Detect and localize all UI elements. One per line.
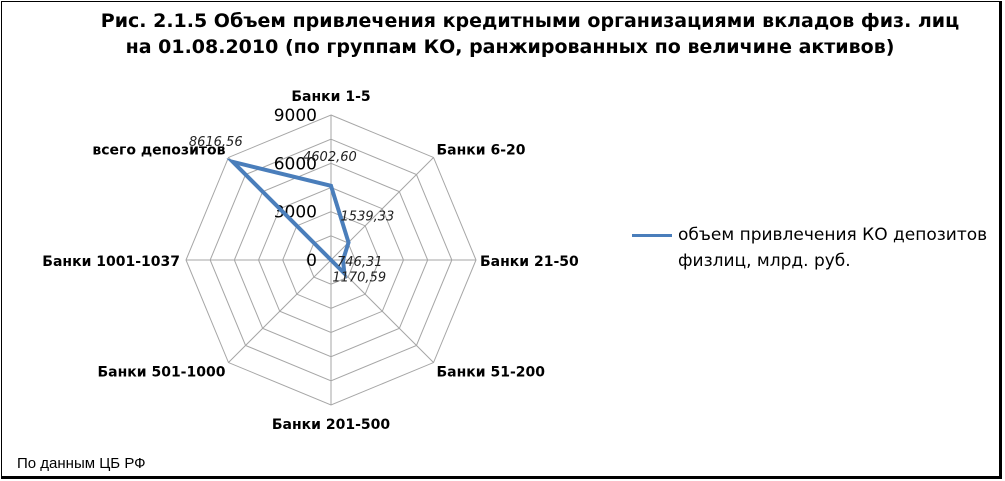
data-label: 8616,56 [189,135,243,150]
axis-tick-label: 9000 [274,106,317,126]
chart-title-line-2: на 01.08.2010 (по группам КО, ранжирован… [125,36,895,58]
source-note: По данным ЦБ РФ [17,455,146,472]
category-label: Банки 501-1000 [97,365,225,381]
axis-tick-label: 0 [306,251,317,271]
data-label: 746,31 [337,255,383,270]
category-label: Банки 51-200 [437,365,546,381]
grid-spoke-4 [330,259,434,363]
category-label: всего депозитов [92,142,225,158]
chart-title-line-1: Рис. 2.1.5 Объем привлечения кредитными … [100,10,960,32]
category-label: Банки 1001-1037 [42,254,180,270]
legend-series-swatch [632,234,672,237]
axis-tick-label: 3000 [274,203,317,223]
category-label: Банки 21-50 [480,254,579,270]
data-label: 4602,60 [303,150,357,165]
axis-tick-label: 6000 [274,154,317,174]
grid-spoke-6 [228,259,332,363]
category-label: Банки 6-20 [437,142,526,158]
legend-series-label: объем привлечения КО депозитов физлиц, м… [678,225,988,271]
data-label: 1539,33 [341,209,395,224]
category-label: Банки 1-5 [291,89,370,105]
category-label: Банки 201-500 [272,417,390,433]
data-label: 1170,59 [332,270,386,285]
series-line [226,158,351,279]
